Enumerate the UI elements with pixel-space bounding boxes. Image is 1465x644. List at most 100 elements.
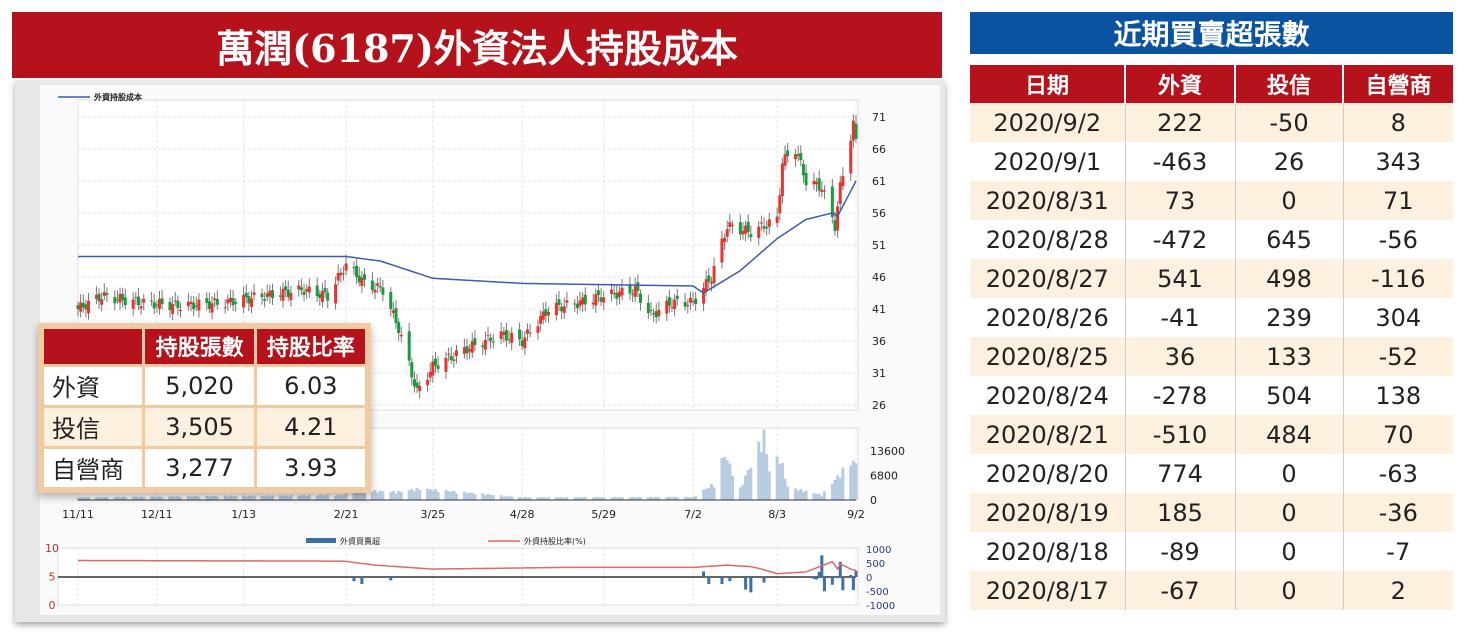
ratio-line <box>77 559 857 575</box>
candle-body <box>433 358 437 366</box>
candle-body <box>231 298 235 306</box>
volume-bar <box>539 497 543 500</box>
foreign-cell: -463 <box>1125 142 1236 181</box>
table-row: 自營商 3,277 3.93 <box>40 445 369 491</box>
trust-cell: 133 <box>1235 337 1344 376</box>
volume-bar <box>709 484 713 500</box>
candle-body <box>428 371 432 378</box>
volume-bar <box>207 496 211 500</box>
volume-bar <box>431 490 435 500</box>
netbuy-bar <box>762 577 766 583</box>
candle-body <box>581 297 585 305</box>
candle-body <box>194 305 198 307</box>
header-ratio: 持股比率 <box>253 326 369 367</box>
candle-body <box>341 273 345 275</box>
candle-body <box>265 293 269 297</box>
candle-body <box>667 297 671 307</box>
candle-body <box>573 303 577 305</box>
candle-body <box>767 219 771 227</box>
volume-tick-label: 6800 <box>870 470 898 483</box>
header-dealer: 自營商 <box>1343 65 1453 103</box>
volume-bar <box>131 496 135 500</box>
candle-body <box>578 300 582 306</box>
volume-bar <box>838 477 842 500</box>
candle-body <box>376 283 380 286</box>
candle-body <box>336 272 340 281</box>
volume-bar <box>794 488 798 500</box>
volume-bar <box>833 479 837 500</box>
candle-body <box>694 298 698 305</box>
candle-body <box>278 295 282 297</box>
y-tick-label: 51 <box>872 239 886 252</box>
volume-bar <box>323 495 327 500</box>
volume-bar <box>804 490 808 500</box>
volume-bar <box>113 497 117 500</box>
candle-body <box>536 326 540 333</box>
volume-bar <box>591 497 595 500</box>
table-row: 投信 3,505 4.21 <box>40 404 369 449</box>
volume-bar <box>352 492 356 500</box>
candle-body <box>786 150 790 157</box>
volume-bar <box>483 495 487 500</box>
volume-bar <box>620 497 624 500</box>
right-tick-label: 500 <box>866 559 885 570</box>
candle-body <box>723 237 727 243</box>
volume-bar <box>102 497 106 500</box>
left-tick-label: 0 <box>49 599 56 612</box>
candle-body <box>168 301 172 311</box>
candle-body <box>617 291 621 297</box>
candle-body <box>105 293 109 296</box>
volume-bar <box>228 495 232 500</box>
candle-body <box>207 301 211 309</box>
volume-bar <box>286 496 290 500</box>
candle-body <box>528 332 532 334</box>
trust-cell: 645 <box>1235 220 1344 259</box>
volume-bar <box>801 492 805 500</box>
date-cell: 2020/8/28 <box>970 220 1126 259</box>
candle-body <box>841 176 845 187</box>
dealer-cell: 8 <box>1343 103 1453 142</box>
candle-body <box>373 289 377 293</box>
candle-body <box>775 216 779 224</box>
legend-netbuy-swatch <box>306 538 336 543</box>
volume-bar <box>355 489 359 500</box>
volume-bar <box>142 497 146 500</box>
date-cell: 2020/8/21 <box>970 415 1126 454</box>
netbuy-bar <box>836 577 840 579</box>
candle-body <box>389 291 393 310</box>
left-tick-label: 5 <box>49 571 56 584</box>
candle-body <box>271 290 274 298</box>
volume-bar <box>646 497 650 500</box>
candle-body <box>652 313 656 315</box>
dealer-cell: -116 <box>1343 259 1453 298</box>
candle-body <box>830 186 834 218</box>
volume-bar <box>583 496 587 500</box>
volume-bar <box>573 497 577 500</box>
candle-body <box>465 346 469 354</box>
candle-body <box>179 310 183 312</box>
volume-bar <box>189 496 193 500</box>
date-cell: 2020/8/18 <box>970 532 1126 571</box>
volume-bar <box>612 496 616 500</box>
netbuy-bar <box>838 561 842 577</box>
shares: 3,277 <box>142 445 257 491</box>
candle-body <box>394 308 398 324</box>
volume-bar <box>281 495 285 500</box>
volume-bar <box>157 496 161 500</box>
candle-body <box>118 294 122 303</box>
volume-bar <box>541 497 545 500</box>
foreign-cell: 185 <box>1125 493 1236 532</box>
trust-cell: 504 <box>1235 376 1344 415</box>
dealer-cell: -56 <box>1378 225 1418 254</box>
date-cell: 2020/8/31 <box>970 181 1126 220</box>
header-foreign: 外資 <box>1125 65 1236 103</box>
candle-body <box>115 299 119 301</box>
candle-body <box>631 294 635 296</box>
candle-body <box>84 304 88 310</box>
candle-body <box>244 292 248 298</box>
volume-bar <box>152 496 156 500</box>
recent-trades-title: 近期買賣超張數 <box>970 12 1453 54</box>
ratio: 6.03 <box>253 363 369 408</box>
candle-body <box>284 286 288 291</box>
candle-body <box>426 380 430 386</box>
